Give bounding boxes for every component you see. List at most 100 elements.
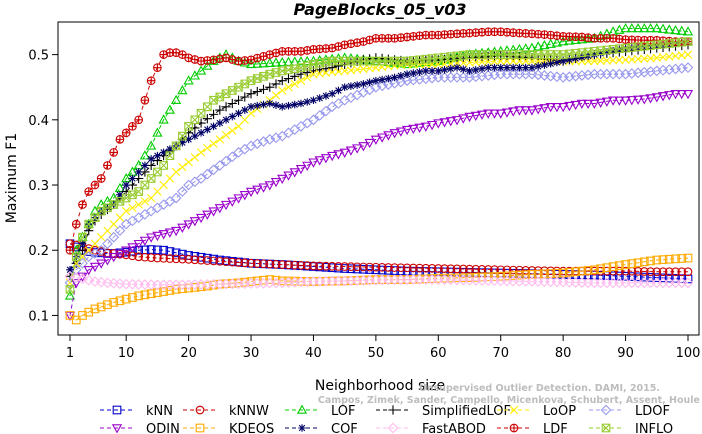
point-cof-26 — [228, 112, 237, 121]
point-cof-30 — [253, 101, 262, 110]
point-odin-57 — [420, 122, 431, 132]
legend-marker-ldof — [600, 404, 612, 416]
point-inflo-1 — [71, 252, 81, 262]
point-ldof-35 — [283, 127, 294, 139]
point-knnw-44 — [340, 262, 350, 271]
point-simplifiedlof-25 — [221, 102, 231, 112]
point-odin-52 — [389, 129, 400, 139]
point-cof-16 — [166, 145, 174, 153]
point-knnw-21 — [196, 255, 206, 265]
point-knnw-89 — [621, 266, 630, 276]
legend-marker-odin — [111, 424, 123, 434]
point-knnw-19 — [184, 255, 193, 264]
y-tick-label-1: 0.2 — [28, 244, 49, 259]
point-kdeos-93 — [646, 256, 655, 266]
point-cof-48 — [365, 78, 374, 87]
legend-item-inflo: INFLO — [589, 422, 673, 434]
point-odin-67 — [483, 109, 494, 119]
point-odin-40 — [314, 156, 325, 166]
point-loop-63 — [459, 58, 468, 68]
point-odin-42 — [327, 151, 338, 162]
point-cof-71 — [509, 63, 518, 72]
point-knnw-35 — [284, 260, 293, 270]
point-cof-63 — [459, 65, 468, 74]
point-loop-65 — [471, 57, 480, 67]
point-kdeos-7 — [109, 298, 119, 307]
point-cof-47 — [359, 80, 368, 88]
point-lof-20 — [189, 70, 200, 80]
point-ldof-11 — [133, 212, 145, 224]
point-kdeos-88 — [614, 261, 624, 270]
point-fastabod-1 — [70, 272, 82, 283]
point-inflo-21 — [196, 108, 206, 118]
point-kdeos-10 — [128, 293, 137, 302]
y-axis-label: Maximum F1 — [4, 133, 20, 223]
legend-marker-inflo — [601, 423, 611, 433]
point-knnw-17 — [171, 254, 181, 264]
point-loop-21 — [196, 148, 206, 157]
point-kdeos-70 — [502, 271, 512, 281]
point-odin-14 — [152, 231, 163, 242]
point-simplifiedlof-28 — [240, 92, 250, 102]
point-fastabod-99 — [682, 277, 694, 289]
point-lof-88 — [614, 24, 625, 34]
point-cof-28 — [240, 106, 249, 114]
point-cof-62 — [453, 63, 461, 72]
legend-item-odin: ODIN — [100, 422, 180, 434]
point-cof-24 — [216, 119, 224, 127]
point-inflo-14 — [153, 167, 162, 177]
point-lof-0 — [64, 290, 76, 300]
point-odin-28 — [239, 191, 250, 201]
point-odin-82 — [576, 99, 588, 110]
point-loop-26 — [228, 126, 237, 135]
point-odin-12 — [139, 236, 151, 246]
point-kdeos-94 — [652, 255, 662, 265]
point-odin-1 — [71, 279, 82, 289]
point-ldof-41 — [320, 105, 332, 117]
point-cof-27 — [234, 109, 243, 118]
point-ldf-7 — [109, 148, 119, 157]
legend-marker-loop — [509, 405, 519, 415]
point-kdeos-84 — [590, 265, 599, 275]
point-loop-86 — [602, 56, 612, 65]
series-ldof — [64, 62, 694, 289]
point-lof-96 — [664, 24, 675, 34]
point-lof-95 — [657, 23, 669, 33]
point-ldof-53 — [395, 76, 407, 88]
point-knnw-39 — [309, 261, 318, 271]
point-knnw-42 — [327, 261, 337, 271]
point-cof-36 — [290, 100, 299, 109]
point-odin-10 — [127, 243, 138, 253]
point-cof-85 — [596, 49, 605, 58]
point-knnw-24 — [215, 256, 225, 266]
point-ldof-49 — [370, 81, 382, 93]
point-cof-57 — [422, 67, 430, 75]
point-loop-88 — [615, 55, 624, 65]
point-odin-4 — [89, 262, 101, 273]
point-knnw-69 — [496, 265, 506, 275]
point-cof-80 — [565, 56, 574, 64]
point-loop-29 — [246, 109, 256, 118]
point-odin-80 — [564, 101, 575, 112]
point-odin-81 — [570, 100, 581, 111]
point-odin-62 — [451, 116, 463, 126]
point-lof-21 — [195, 65, 207, 75]
x-tick-label-1: 10 — [118, 346, 135, 361]
point-cof-65 — [471, 66, 480, 74]
point-kdeos-43 — [334, 276, 343, 286]
y-tick-label-0: 0.1 — [28, 309, 49, 324]
point-kdeos-11 — [134, 291, 144, 301]
point-cof-56 — [415, 68, 424, 76]
point-ldof-46 — [351, 89, 363, 101]
point-ldf-6 — [103, 161, 112, 170]
point-knnw-11 — [134, 252, 144, 262]
legend-item-knnw: kNNW — [183, 404, 269, 419]
point-odin-89 — [620, 96, 631, 106]
point-loop-87 — [608, 56, 618, 65]
point-knnw-41 — [321, 261, 331, 271]
point-ldof-14 — [152, 202, 163, 214]
point-lof-17 — [170, 94, 182, 104]
point-odin-63 — [458, 114, 469, 124]
series-line-fastabod — [69, 275, 688, 286]
point-ldof-47 — [358, 87, 369, 98]
